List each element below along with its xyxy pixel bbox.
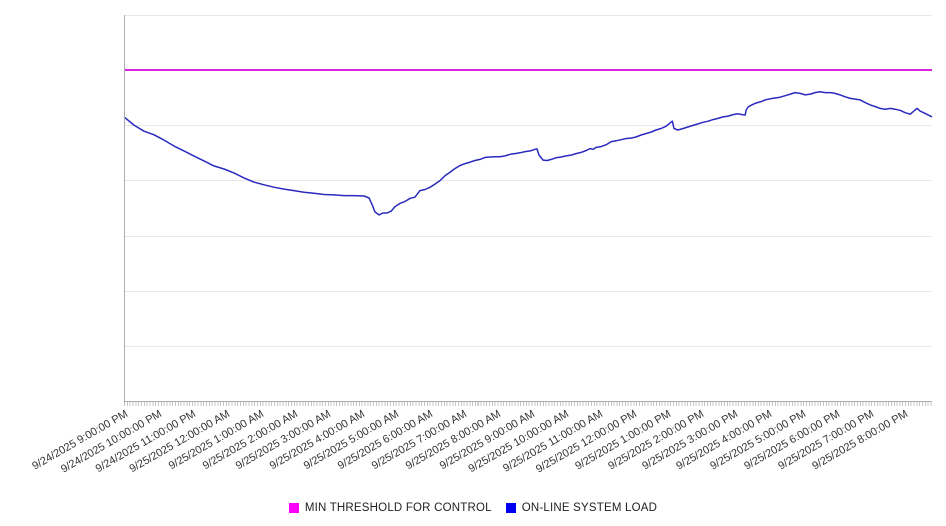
- y-gridline: [124, 180, 932, 181]
- y-axis-line: [124, 15, 125, 401]
- chart-legend: MIN THRESHOLD FOR CONTROL ON-LINE SYSTEM…: [0, 498, 946, 518]
- y-gridline: [124, 15, 932, 16]
- plot-area: [123, 15, 933, 401]
- legend-item-min-threshold[interactable]: MIN THRESHOLD FOR CONTROL: [288, 502, 492, 514]
- online-system-load-line[interactable]: [123, 91, 933, 216]
- min-threshold-line[interactable]: [124, 69, 932, 71]
- legend-label-min-threshold: MIN THRESHOLD FOR CONTROL: [304, 502, 492, 514]
- y-gridline: [124, 346, 932, 347]
- online-system-load-swatch-icon: [505, 503, 516, 513]
- legend-item-online-system-load[interactable]: ON-LINE SYSTEM LOAD: [505, 502, 658, 514]
- min-threshold-swatch-icon: [288, 503, 299, 513]
- y-gridline: [124, 125, 932, 126]
- y-gridline: [124, 291, 932, 292]
- legend-label-online-system-load: ON-LINE SYSTEM LOAD: [521, 502, 658, 514]
- x-axis-line: [124, 401, 932, 402]
- y-gridline: [124, 236, 932, 237]
- x-axis-minor-ticks: [124, 402, 932, 406]
